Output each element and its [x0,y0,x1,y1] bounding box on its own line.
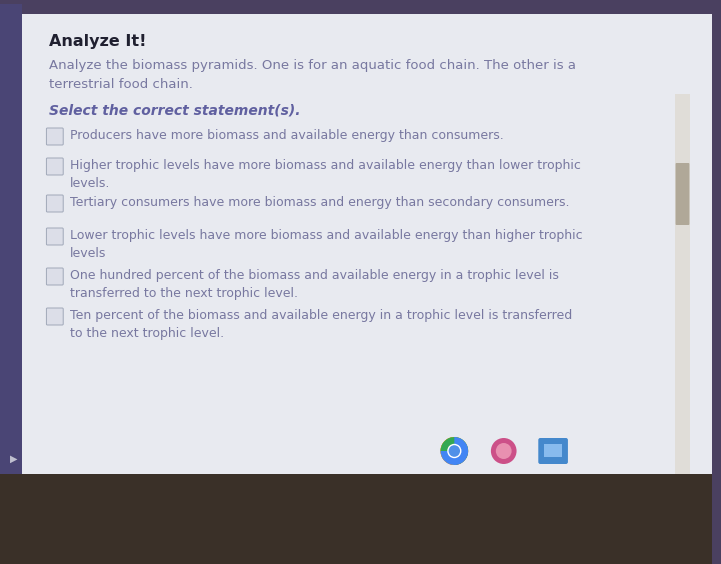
Wedge shape [441,437,468,465]
FancyBboxPatch shape [544,444,562,457]
Text: Select the correct statement(s).: Select the correct statement(s). [49,104,301,118]
Circle shape [496,443,512,459]
Text: ▶: ▶ [10,454,17,464]
FancyBboxPatch shape [46,268,63,285]
Text: Analyze the biomass pyramids. One is for an aquatic food chain. The other is a
t: Analyze the biomass pyramids. One is for… [49,59,576,91]
Wedge shape [441,437,468,465]
FancyBboxPatch shape [46,228,63,245]
Text: One hundred percent of the biomass and available energy in a trophic level is
tr: One hundred percent of the biomass and a… [70,269,559,300]
Circle shape [448,444,461,457]
Circle shape [491,438,516,464]
FancyBboxPatch shape [46,158,63,175]
FancyBboxPatch shape [675,94,691,474]
Text: Tertiary consumers have more biomass and energy than secondary consumers.: Tertiary consumers have more biomass and… [70,196,570,209]
FancyBboxPatch shape [46,128,63,145]
FancyBboxPatch shape [676,163,689,225]
FancyBboxPatch shape [46,308,63,325]
Text: Producers have more biomass and available energy than consumers.: Producers have more biomass and availabl… [70,129,504,142]
FancyBboxPatch shape [46,195,63,212]
Wedge shape [441,437,468,465]
FancyBboxPatch shape [22,424,675,474]
Text: Ten percent of the biomass and available energy in a trophic level is transferre: Ten percent of the biomass and available… [70,309,572,340]
FancyBboxPatch shape [22,14,712,474]
FancyBboxPatch shape [0,4,22,474]
Text: Lower trophic levels have more biomass and available energy than higher trophic
: Lower trophic levels have more biomass a… [70,229,583,260]
Wedge shape [441,437,468,465]
FancyBboxPatch shape [0,464,712,564]
Text: Higher trophic levels have more biomass and available energy than lower trophic
: Higher trophic levels have more biomass … [70,159,581,190]
FancyBboxPatch shape [539,438,568,464]
Text: Analyze It!: Analyze It! [49,34,147,49]
